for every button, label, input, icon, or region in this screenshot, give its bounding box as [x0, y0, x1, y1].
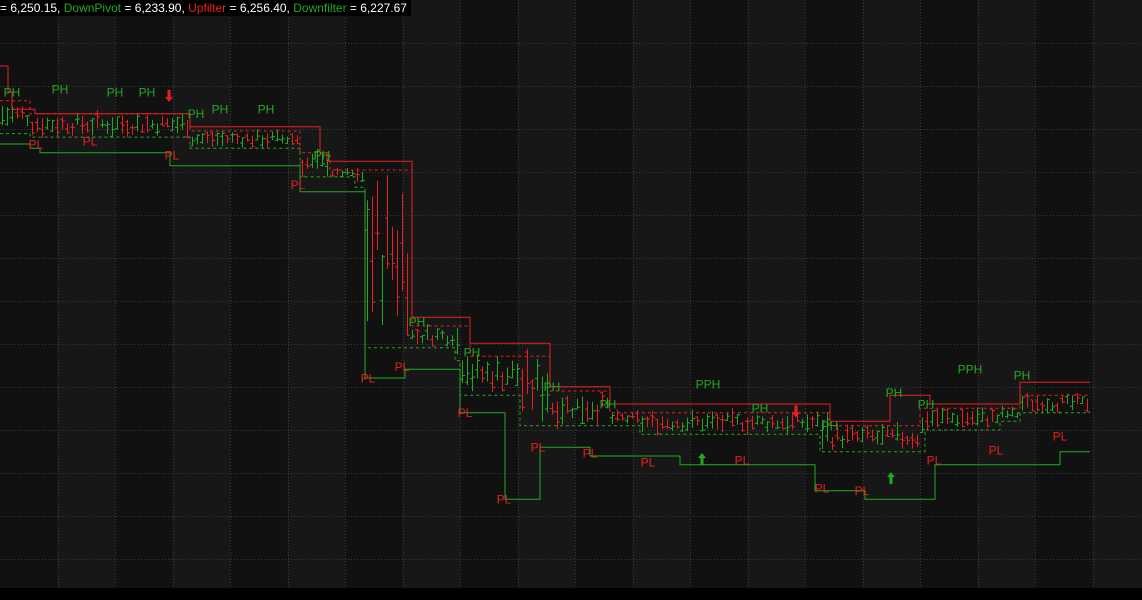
- legend-item: = 6,233.90,: [121, 1, 189, 15]
- signal-arrows: [165, 89, 895, 485]
- legend-item: = 6,250.15,: [0, 1, 64, 15]
- pivot-low-label: PL: [927, 454, 942, 468]
- grid-band: [862, 0, 920, 588]
- time-axis-strip: [0, 588, 1142, 600]
- legend-item: = 6,256.40,: [226, 1, 294, 15]
- pivot-low-label: PL: [1053, 429, 1068, 443]
- pivot-markers: PH PH PH PH PH PH PH PH PH PH PH PH PPH PH PH PH PH PPH PH…: [4, 83, 1068, 507]
- pivot-high-label: PH: [212, 103, 229, 117]
- pivot-low-label: PL: [361, 371, 376, 385]
- pivot-low-label: PL: [531, 441, 546, 455]
- grid-band: [287, 0, 345, 588]
- pivot-low-label: PL: [641, 455, 656, 469]
- grid-band: [172, 0, 230, 588]
- pivot-low-label: PL: [395, 360, 410, 374]
- pivot-low-label: PL: [83, 135, 98, 149]
- buy-arrow-icon: [887, 472, 895, 485]
- grid-band: [517, 0, 575, 588]
- grid-band: [977, 0, 1035, 588]
- grid-band: [1092, 0, 1142, 588]
- pivot-low-label: PL: [815, 481, 830, 495]
- series-line-uppivot: [0, 100, 1090, 427]
- pivot-low-label: PL: [497, 493, 512, 507]
- price-bars: [0, 105, 1090, 451]
- grid-band: [57, 0, 115, 588]
- pivot-high-label: PH: [886, 386, 903, 400]
- indicator-legend: = 6,250.15, DownPivot = 6,233.90, Upfilt…: [0, 0, 411, 16]
- pivot-high-label: PH: [139, 85, 156, 99]
- pivot-high-label: PH: [258, 103, 275, 117]
- legend-item: Upfilter: [188, 1, 227, 15]
- pivot-low-label: PL: [735, 454, 750, 468]
- pivot-high-label: PH: [52, 83, 69, 97]
- grid-band: [632, 0, 690, 588]
- pivot-low-label: PL: [989, 443, 1004, 457]
- pivot-high-label: PH: [314, 149, 331, 163]
- series-line-downfilter: [0, 143, 1090, 500]
- pivot-high-label: PH: [4, 85, 21, 99]
- legend-item: Downfilter: [293, 1, 347, 15]
- pivot-high-label: PH: [600, 397, 617, 411]
- pivot-high-label: PH: [188, 107, 205, 121]
- pivot-high-label: PH: [752, 402, 769, 416]
- pivot-low-label: PL: [291, 178, 306, 192]
- indicator-lines: [0, 65, 1090, 500]
- buy-arrow-icon: [698, 453, 706, 465]
- pivot-low-label: PL: [583, 447, 598, 461]
- pivot-high-label: PH: [409, 315, 426, 329]
- pivot-high-label: PPH: [696, 377, 721, 391]
- grid-band: [747, 0, 805, 588]
- sell-arrow-icon: [165, 89, 173, 102]
- pivot-high-label: PH: [918, 397, 935, 411]
- pivot-high-label: PH: [822, 419, 839, 433]
- legend-item: = 6,227.67: [346, 1, 407, 15]
- pivot-high-label: PH: [544, 380, 561, 394]
- pivot-high-label: PH: [464, 345, 481, 359]
- pivot-high-label: PH: [107, 85, 124, 99]
- pivot-low-label: PL: [855, 484, 870, 498]
- pivot-low-label: PL: [29, 137, 44, 151]
- legend-item: DownPivot: [63, 1, 122, 15]
- pivot-low-label: PL: [458, 406, 473, 420]
- pivot-low-label: PL: [165, 149, 180, 163]
- grid-band: [402, 0, 460, 588]
- pivot-high-label: PH: [1014, 369, 1031, 383]
- pivot-high-label: PPH: [958, 363, 983, 377]
- sell-arrow-icon: [792, 405, 800, 418]
